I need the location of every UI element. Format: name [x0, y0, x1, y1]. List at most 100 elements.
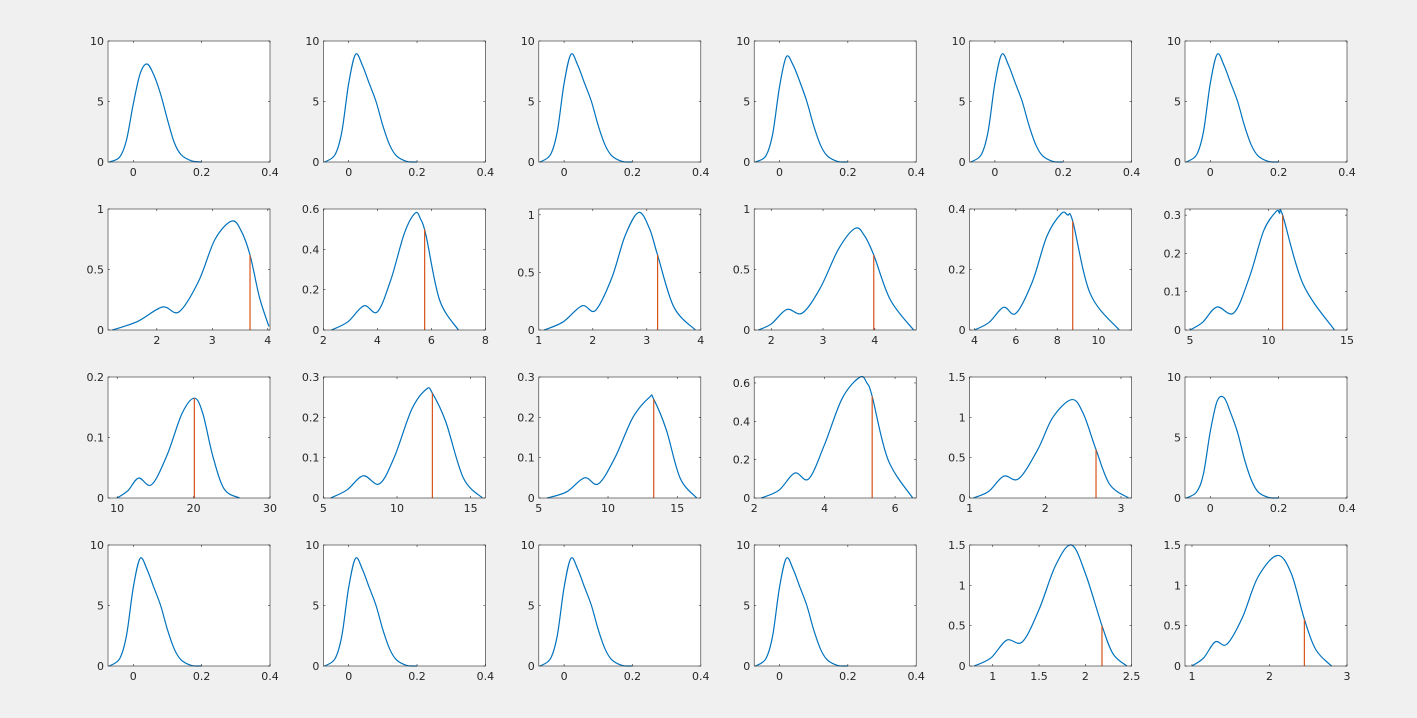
axes-background: [754, 377, 917, 498]
x-tick-label: 2: [751, 502, 758, 515]
y-tick-label: 1: [528, 209, 535, 222]
y-tick-label: 1.5: [948, 371, 966, 384]
axes-background: [754, 209, 917, 330]
y-tick-label: 10: [305, 539, 319, 552]
y-tick-label: 0.4: [733, 415, 751, 428]
y-tick-label: 10: [521, 539, 535, 552]
x-tick-label: 4: [697, 334, 704, 347]
axes-box: [969, 544, 1132, 667]
x-tick-label: 0.2: [839, 166, 857, 179]
x-tick-label: 3: [820, 334, 827, 347]
x-tick-label: 30: [263, 502, 277, 515]
density-curve: [755, 55, 848, 163]
y-tick-label: 5: [528, 600, 535, 613]
density-curve: [973, 398, 1129, 499]
x-tick-label: 3: [1344, 670, 1351, 683]
y-tick-label: 0: [1174, 324, 1181, 337]
x-tick-label: 0: [130, 166, 137, 179]
x-tick-label: 0: [991, 166, 998, 179]
axes-box: [969, 208, 1132, 331]
x-tick-label: 2: [1042, 502, 1049, 515]
axes-background: [538, 41, 701, 162]
density-curve: [109, 63, 202, 163]
x-tick-label: 0: [1207, 166, 1214, 179]
density-curve: [970, 53, 1064, 163]
x-tick-label: 0.2: [408, 670, 426, 683]
y-tick-label: 10: [305, 35, 319, 48]
y-tick-label: 0.5: [948, 620, 966, 633]
x-tick-label: 0.4: [907, 670, 925, 683]
y-tick-label: 0: [959, 492, 966, 505]
y-tick-label: 0: [97, 156, 104, 169]
axes-box: [538, 544, 702, 667]
x-tick-label: 10: [1092, 334, 1106, 347]
axes-box: [753, 40, 917, 163]
y-tick-label: 0: [312, 660, 319, 673]
x-tick-label: 4: [971, 334, 978, 347]
y-tick-label: 0: [97, 492, 104, 505]
y-tick-label: 0.5: [948, 452, 966, 465]
y-tick-label: 10: [90, 35, 104, 48]
axes-background: [1185, 545, 1347, 666]
y-tick-label: 0: [312, 324, 319, 337]
density-curve: [324, 53, 418, 163]
axes-box: [107, 544, 271, 667]
y-tick-label: 0: [312, 492, 319, 505]
x-tick-label: 6: [1012, 334, 1019, 347]
y-tick-label: 0.2: [733, 454, 751, 467]
y-tick-label: 0.2: [302, 411, 320, 424]
x-tick-label: 0: [776, 670, 783, 683]
y-tick-label: 0.6: [733, 377, 751, 390]
axes-box: [323, 40, 486, 163]
axes-background: [1185, 209, 1347, 330]
y-tick-label: 1: [959, 411, 966, 424]
axes-background: [754, 545, 917, 666]
axes-box: [107, 40, 271, 163]
x-tick-label: 2: [153, 334, 160, 347]
y-tick-label: 1: [1174, 579, 1181, 592]
y-tick-label: 0: [528, 492, 535, 505]
axes-box: [323, 208, 486, 331]
y-tick-label: 1: [743, 203, 750, 216]
y-tick-label: 0.5: [517, 266, 535, 279]
y-tick-label: 0: [743, 492, 750, 505]
x-tick-label: 2: [589, 334, 596, 347]
y-tick-label: 1.5: [948, 539, 966, 552]
x-tick-label: 5: [1187, 334, 1194, 347]
axes-box: [538, 376, 702, 499]
y-tick-label: 0.2: [517, 411, 535, 424]
y-tick-label: 5: [97, 600, 104, 613]
y-tick-label: 5: [1174, 432, 1181, 445]
density-curve: [109, 557, 202, 667]
axes-box: [1184, 40, 1348, 163]
y-tick-label: 0.2: [1164, 247, 1182, 260]
y-tick-label: 1: [959, 579, 966, 592]
axes-background: [108, 41, 270, 162]
x-tick-label: 10: [601, 502, 615, 515]
axes-box: [538, 208, 702, 331]
x-tick-label: 8: [1054, 334, 1061, 347]
axes-box: [107, 208, 271, 331]
axes-box: [1184, 544, 1348, 667]
density-curve: [1189, 208, 1335, 331]
density-curve: [755, 557, 848, 667]
density-curve: [973, 544, 1128, 667]
y-tick-label: 0: [959, 324, 966, 337]
y-tick-label: 0.3: [1164, 209, 1182, 222]
x-tick-label: 0.2: [193, 166, 211, 179]
axes-background: [754, 41, 917, 162]
x-tick-label: 3: [643, 334, 650, 347]
y-tick-label: 0: [959, 660, 966, 673]
x-tick-label: 1: [1188, 670, 1195, 683]
x-tick-label: 0: [130, 670, 137, 683]
density-curve: [116, 397, 240, 499]
x-tick-label: 4: [871, 334, 878, 347]
y-tick-label: 0: [528, 660, 535, 673]
y-tick-label: 0.1: [1164, 286, 1182, 299]
density-curve: [546, 394, 698, 499]
axes-box: [323, 544, 486, 667]
y-tick-label: 0.6: [302, 203, 320, 216]
axes-background: [323, 377, 486, 498]
x-tick-label: 2: [320, 334, 327, 347]
